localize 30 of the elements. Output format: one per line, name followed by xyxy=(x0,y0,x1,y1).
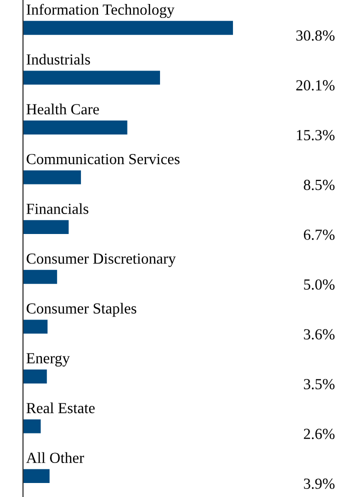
y-tick-label: Consumer Discretionary xyxy=(26,254,176,267)
bar xyxy=(23,120,128,134)
y-tick-label: Financials xyxy=(26,203,88,214)
data-label: 30.8% xyxy=(296,30,335,41)
y-tick-label: All Other xyxy=(26,452,84,464)
data-label: 2.6% xyxy=(304,428,335,440)
y-tick-label: Energy xyxy=(26,353,70,367)
data-label: 3.6% xyxy=(304,329,335,340)
y-tick-label: Health Care xyxy=(26,104,99,114)
bar xyxy=(23,20,233,35)
bar xyxy=(23,220,69,234)
y-tick-label: Communication Services xyxy=(26,154,180,164)
bar xyxy=(23,320,48,334)
data-label: 3.9% xyxy=(304,478,335,489)
bar xyxy=(23,170,81,184)
y-tick-label: Consumer Staples xyxy=(26,302,136,317)
data-label: 5.0% xyxy=(304,279,335,290)
y-tick-label: Industrials xyxy=(26,54,90,65)
bar xyxy=(23,70,160,85)
data-label: 3.5% xyxy=(304,378,335,390)
data-label: 6.7% xyxy=(304,230,335,240)
bar xyxy=(23,469,50,484)
bar xyxy=(23,419,41,434)
data-label: 8.5% xyxy=(304,180,335,190)
data-label: 20.1% xyxy=(296,80,335,91)
y-tick-label: Real Estate xyxy=(26,402,95,414)
data-label: 15.3% xyxy=(296,130,335,140)
y-tick-label: Information Technology xyxy=(26,4,174,18)
bar xyxy=(23,370,47,384)
bar xyxy=(23,270,58,284)
